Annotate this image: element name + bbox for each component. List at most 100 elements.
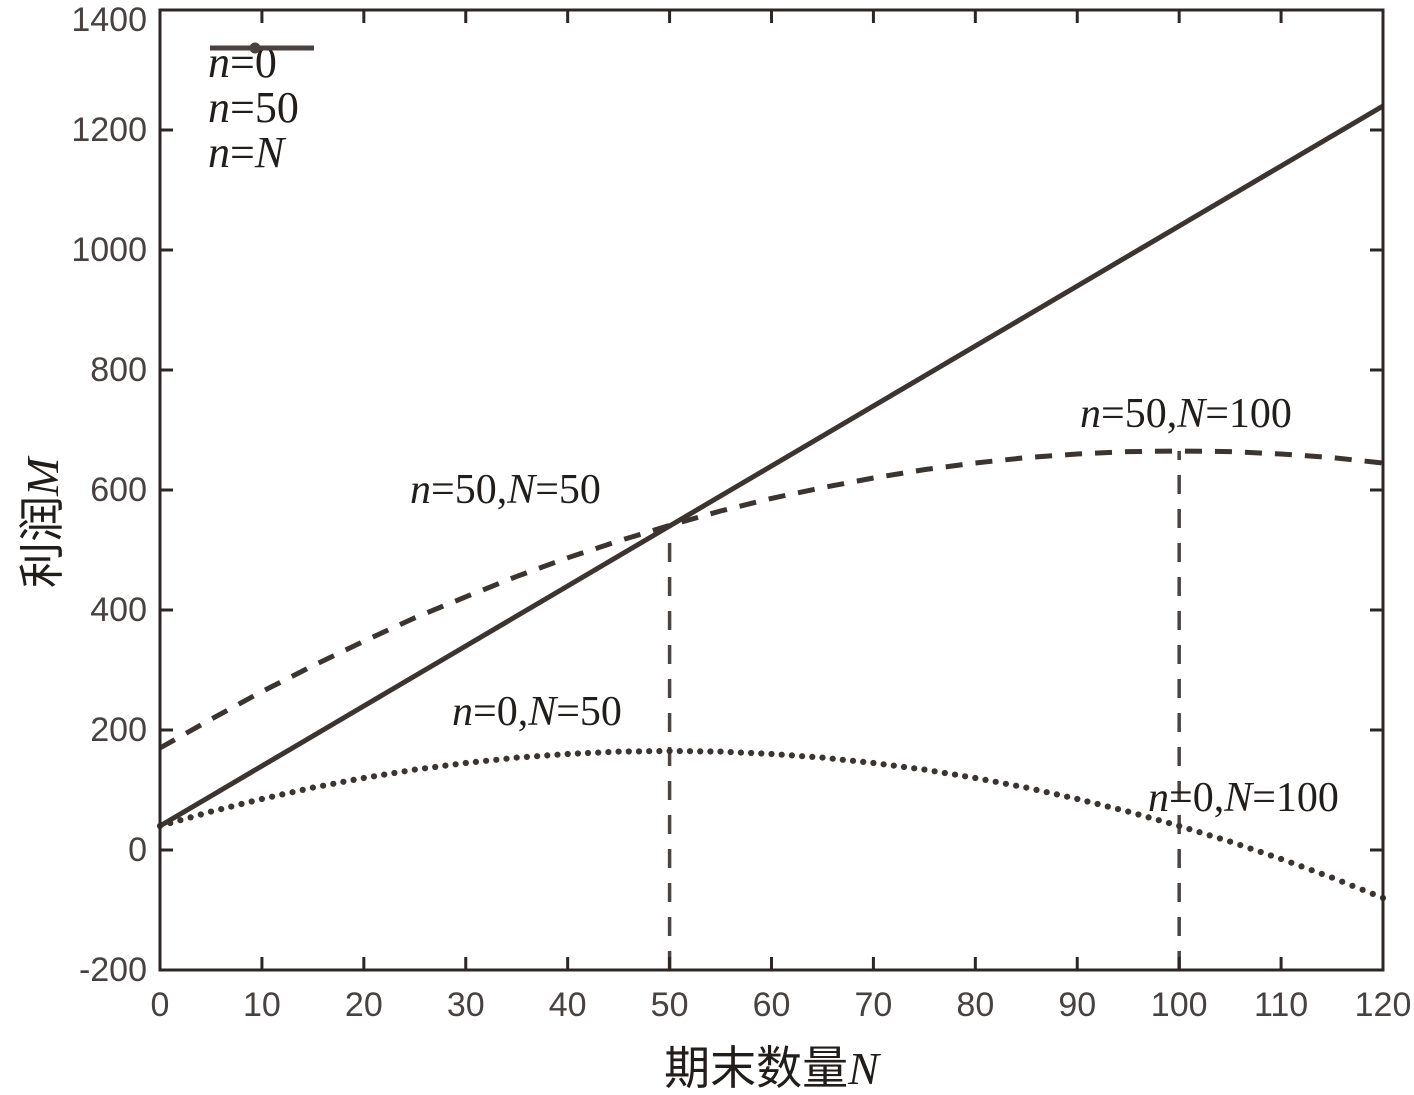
series-dot xyxy=(1288,859,1295,866)
series-dot xyxy=(411,766,418,773)
x-tick-label: 70 xyxy=(854,986,893,1024)
series-dot xyxy=(248,798,255,805)
series-dot xyxy=(279,791,286,798)
series-line-2 xyxy=(158,103,1385,829)
series-dot xyxy=(1298,863,1305,870)
series-dot xyxy=(1318,870,1325,878)
series-dot xyxy=(320,782,327,789)
x-tick-label: 30 xyxy=(446,986,485,1024)
series-dot xyxy=(218,806,225,813)
series-dot xyxy=(849,757,857,764)
series-dot xyxy=(1349,882,1356,889)
x-tick-label: 80 xyxy=(956,986,995,1024)
series-dot xyxy=(880,761,887,768)
series-dot xyxy=(503,755,510,762)
series-dot xyxy=(534,753,541,760)
series-dot xyxy=(931,768,938,775)
series-dot xyxy=(788,752,796,759)
series-dot xyxy=(452,761,459,768)
legend: n=0 n=50 n=N xyxy=(208,40,314,175)
y-tick-label: 1400 xyxy=(71,1,147,39)
series-dot xyxy=(962,773,969,780)
series-dot xyxy=(1369,890,1376,898)
series-dot xyxy=(350,776,357,784)
series-dot xyxy=(523,753,531,761)
y-tick-label: 400 xyxy=(90,591,147,629)
series-dot xyxy=(432,763,439,771)
x-tick-label: 110 xyxy=(1253,986,1309,1024)
series-dot xyxy=(799,753,806,760)
x-tick-label: 50 xyxy=(650,986,689,1024)
x-tick-label: 120 xyxy=(1354,986,1412,1024)
series-dot xyxy=(778,751,785,758)
series-dot xyxy=(391,769,398,777)
y-tick-label: 1200 xyxy=(71,111,147,149)
series-dot xyxy=(1074,795,1081,803)
annotation-n0-N100: n=0,N=100 xyxy=(1148,775,1339,821)
legend-item-nN: n=N xyxy=(208,45,314,175)
x-tick-label: 40 xyxy=(548,986,587,1024)
series-dot xyxy=(1247,845,1254,852)
series-dot xyxy=(707,748,714,755)
series-dot xyxy=(462,759,469,767)
series-dot xyxy=(911,765,918,772)
x-tick-label: 20 xyxy=(344,986,383,1024)
series-dot xyxy=(1206,832,1213,839)
series-dot xyxy=(1257,848,1264,856)
series-dot xyxy=(584,749,592,757)
series-dot xyxy=(870,759,877,767)
series-dot xyxy=(646,748,653,755)
series-dot xyxy=(1155,817,1162,824)
legend-label-n50: n=50 xyxy=(208,82,299,132)
series-dot xyxy=(483,757,490,764)
series-dot xyxy=(1227,838,1234,845)
series-dot xyxy=(819,754,826,761)
series-dot xyxy=(737,749,745,756)
series-dot xyxy=(258,795,265,803)
series-dot xyxy=(1084,798,1091,805)
series-dot xyxy=(472,758,479,766)
series-dot xyxy=(595,749,602,756)
series-dot xyxy=(1023,784,1030,791)
series-dot xyxy=(513,754,520,761)
series-dot xyxy=(442,762,449,769)
series-dot xyxy=(890,762,897,769)
x-tick-label: 0 xyxy=(150,986,170,1024)
series-dot xyxy=(1013,782,1020,789)
series-dot xyxy=(1328,874,1336,881)
x-tick-label: 90 xyxy=(1058,986,1097,1024)
x-tick-label: 10 xyxy=(242,986,281,1024)
annotation-n50-N100: n=50,N=100 xyxy=(1080,391,1292,437)
series-dot xyxy=(421,765,429,772)
series-dot xyxy=(1064,793,1071,800)
series-dot xyxy=(574,750,582,757)
series-dot xyxy=(676,748,683,755)
series-dot xyxy=(1125,808,1132,815)
series-dot xyxy=(809,753,816,761)
series-dot xyxy=(1267,852,1274,859)
series-dot xyxy=(269,793,276,800)
series-dot xyxy=(829,755,836,762)
series-dot xyxy=(207,808,215,815)
series-dot xyxy=(1002,780,1010,787)
series-dot xyxy=(839,756,846,763)
y-tick-label: 0 xyxy=(128,831,147,869)
series-dot xyxy=(187,814,194,821)
series-dot xyxy=(768,750,775,758)
series-dot xyxy=(615,748,622,755)
series-dot xyxy=(1196,829,1203,836)
x-tick-label: 100 xyxy=(1150,986,1208,1024)
series-dot xyxy=(228,803,235,810)
series-dot xyxy=(1176,822,1183,830)
series-dot xyxy=(982,776,989,784)
series-dot xyxy=(666,747,673,755)
x-tick-label: 60 xyxy=(752,986,791,1024)
x-axis-label: 期末数量N xyxy=(664,1043,879,1094)
series-line-1 xyxy=(158,448,1384,751)
series-dot xyxy=(1104,803,1111,810)
series-dot xyxy=(1033,786,1040,794)
series-dot xyxy=(717,748,724,755)
series-dot xyxy=(656,748,663,755)
series-dot xyxy=(727,749,734,756)
series-dot xyxy=(360,774,367,782)
